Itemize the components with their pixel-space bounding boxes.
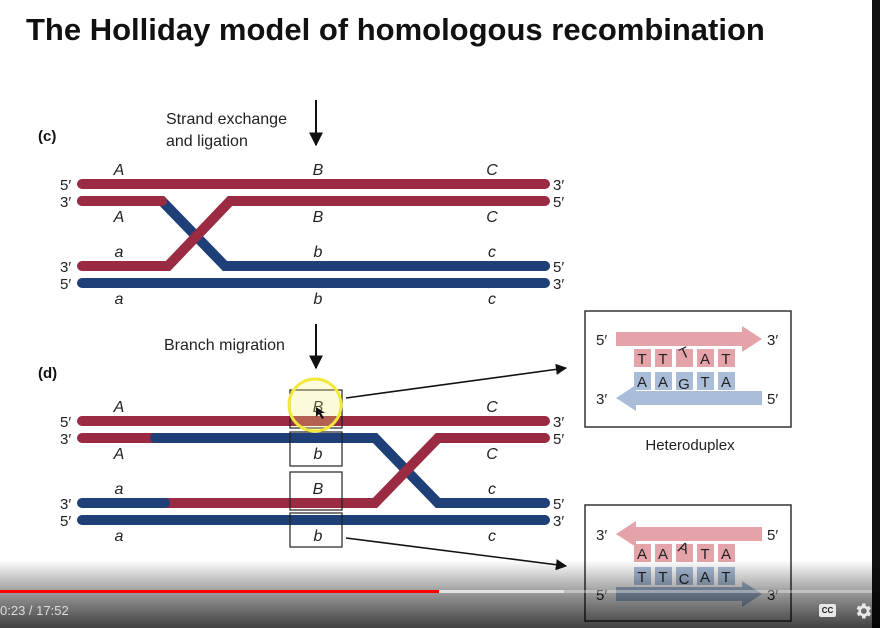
panel-c-left-end-3: 3′	[60, 259, 71, 276]
player-controls-gradient	[0, 560, 880, 628]
inset-lower-top-3-label: 3′	[596, 527, 607, 544]
inset-upper-bottom-base-3: G	[678, 376, 690, 393]
panel-c-mid-upper-letter-C: C	[486, 209, 498, 226]
inset-upper-top-base-4: A	[700, 351, 710, 368]
window-edge	[872, 0, 880, 628]
panel-d-label: (d)	[38, 365, 57, 382]
panel-c-mid-lower-letter-a: a	[115, 244, 124, 261]
cursor-highlight	[287, 377, 343, 433]
inset-upper-bottom-base-1: A	[637, 374, 647, 391]
inset-upper-bottom-5-label: 5′	[767, 391, 778, 408]
panel-c-mid-lower-letter-b: b	[314, 244, 323, 261]
panel-d-left-end-2: 3′	[60, 431, 71, 448]
panel-d-strand-crossing-red	[160, 433, 550, 508]
panel-c-right-end-3: 5′	[553, 259, 564, 276]
panel-d-box-lower-top	[289, 471, 343, 511]
inset-upper-top-base-1: T	[637, 351, 646, 368]
panel-c-left-end-1: 5′	[60, 177, 71, 194]
panel-d-bottom-letter-a: a	[115, 528, 124, 545]
inset-upper-bottom-base-5: A	[721, 374, 731, 391]
panel-c-top-letter-B: B	[313, 162, 324, 179]
inset-upper-bottom-3-label: 3′	[596, 391, 607, 408]
panel-c-top-letter-C: C	[486, 162, 498, 179]
panel-c-mid-upper-letter-B: B	[313, 209, 324, 226]
inset-lower-top-base-4: T	[700, 546, 709, 563]
panel-d-mid-lower-letter-c: c	[488, 481, 496, 498]
panel-d-right-end-4: 3′	[553, 513, 564, 530]
inset-lower-top-base-2: A	[658, 546, 668, 563]
inset-upper-top-base-5: T	[721, 351, 730, 368]
inset-upper-top-3-label: 3′	[767, 332, 778, 349]
inset-upper-top-5-label: 5′	[596, 332, 607, 349]
time-display: 0:23 / 17:52	[0, 603, 69, 618]
panel-d-mid-upper-letter-A: A	[113, 446, 125, 463]
inset-upper-top-arrow	[616, 326, 762, 352]
panel-d-mid-upper-letter-C: C	[486, 446, 498, 463]
gear-icon	[856, 603, 871, 619]
panel-d-left-end-1: 5′	[60, 414, 71, 431]
captions-button[interactable]: CC	[819, 604, 836, 617]
slide-title: The Holliday model of homologous recombi…	[26, 12, 765, 47]
panel-d-box-lower-bottom	[289, 512, 343, 548]
panel-d-right-end-1: 3′	[553, 414, 564, 431]
panel-d-mid-upper-letter-b: b	[314, 446, 323, 463]
heteroduplex-caption: Heteroduplex	[645, 437, 735, 454]
panel-d-mid-lower-letter-B: B	[313, 481, 324, 498]
panel-c-mid-lower-letter-c: c	[488, 244, 496, 261]
inset-upper-bottom-cells	[634, 372, 735, 390]
panel-c-bottom-letter-c: c	[488, 291, 496, 308]
mouse-cursor-icon	[316, 407, 325, 419]
panel-d-left-end-3: 3′	[60, 496, 71, 513]
panel-c-bottom-letter-b: b	[314, 291, 323, 308]
inset-lower-top-5-label: 5′	[767, 527, 778, 544]
progress-played	[0, 590, 440, 593]
panel-c-step-line1: Strand exchange	[166, 111, 287, 128]
inset-lower-top-arrow	[616, 521, 762, 547]
panel-d-strands	[77, 416, 550, 525]
inset-lower-top-cells	[634, 544, 735, 562]
panel-c-right-end-1: 3′	[553, 177, 564, 194]
inset-upper-bottom-base-2: A	[658, 374, 668, 391]
panel-c-bottom-letter-a: a	[115, 291, 124, 308]
inset-lower-top-base-5: A	[721, 546, 731, 563]
inset-upper-bottom-arrow	[616, 385, 762, 411]
pointer-arrow-upper	[345, 363, 568, 399]
panel-d-top-letter-B: B	[313, 399, 324, 416]
panel-c-label: (c)	[38, 128, 56, 145]
panel-c-step-line2: and ligation	[166, 133, 248, 150]
panel-c-mid-upper-letter-A: A	[113, 209, 125, 226]
panel-c-left-end-2: 3′	[60, 194, 71, 211]
panel-d-top-letter-A: A	[113, 399, 125, 416]
panel-d-bottom-letter-b: b	[314, 528, 323, 545]
panel-c-top-letter-A: A	[113, 162, 125, 179]
progress-bar[interactable]	[0, 590, 872, 593]
inset-upper-box	[584, 310, 792, 428]
panel-c-right-end-4: 3′	[553, 276, 564, 293]
panel-d-right-end-2: 5′	[553, 431, 564, 448]
panel-d-mid-lower-letter-a: a	[115, 481, 124, 498]
panel-d-step-label: Branch migration	[164, 337, 285, 354]
panel-d-left-end-4: 5′	[60, 513, 71, 530]
panel-d-top-letter-C: C	[486, 399, 498, 416]
inset-upper-top-cells	[634, 349, 735, 367]
panel-c-right-end-2: 5′	[553, 194, 564, 211]
inset-upper-bottom-base-4: T	[700, 374, 709, 391]
settings-button[interactable]	[853, 601, 873, 621]
panel-d-bottom-letter-c: c	[488, 528, 496, 545]
panel-c-strand-crossing-red	[77, 196, 550, 271]
panel-c-left-end-4: 5′	[60, 276, 71, 293]
inset-upper-top-base-2: T	[658, 351, 667, 368]
panel-d-right-end-3: 5′	[553, 496, 564, 513]
inset-lower-top-base-1: A	[637, 546, 647, 563]
